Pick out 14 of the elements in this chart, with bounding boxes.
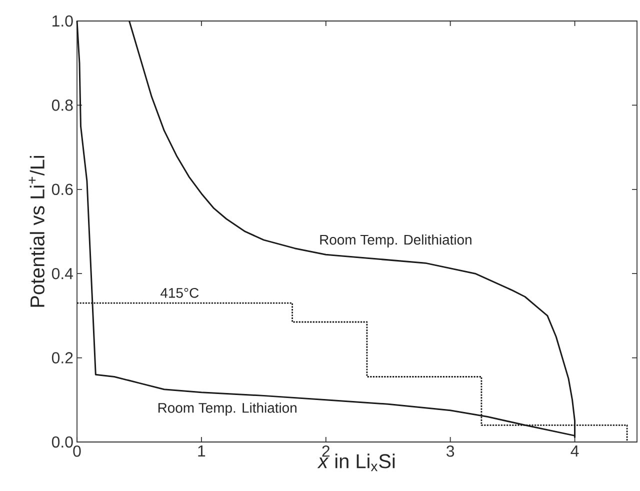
- y-tick-label: 0.4: [52, 268, 74, 280]
- y-tick-label: 0.8: [52, 100, 73, 111]
- x-tick-label: 4: [570, 446, 579, 456]
- y-tick-label: 0.6: [52, 184, 73, 196]
- series-label: 415°C: [160, 288, 199, 298]
- x-tick-label: 3: [446, 446, 454, 457]
- x-tick-label: 1: [198, 446, 206, 456]
- series-label: Room Temp. Lithiation: [158, 402, 296, 416]
- y-axis-title: Potential vs Li$^{+}$/Li: [28, 156, 44, 307]
- y-tick-label: 0.0: [52, 436, 73, 448]
- series-label: Room Temp. Delithiation: [320, 234, 472, 248]
- y-tick-label: 0.2: [52, 352, 73, 364]
- y-tick-label: 1.0: [52, 15, 73, 27]
- x-tick-label: 0: [73, 446, 81, 457]
